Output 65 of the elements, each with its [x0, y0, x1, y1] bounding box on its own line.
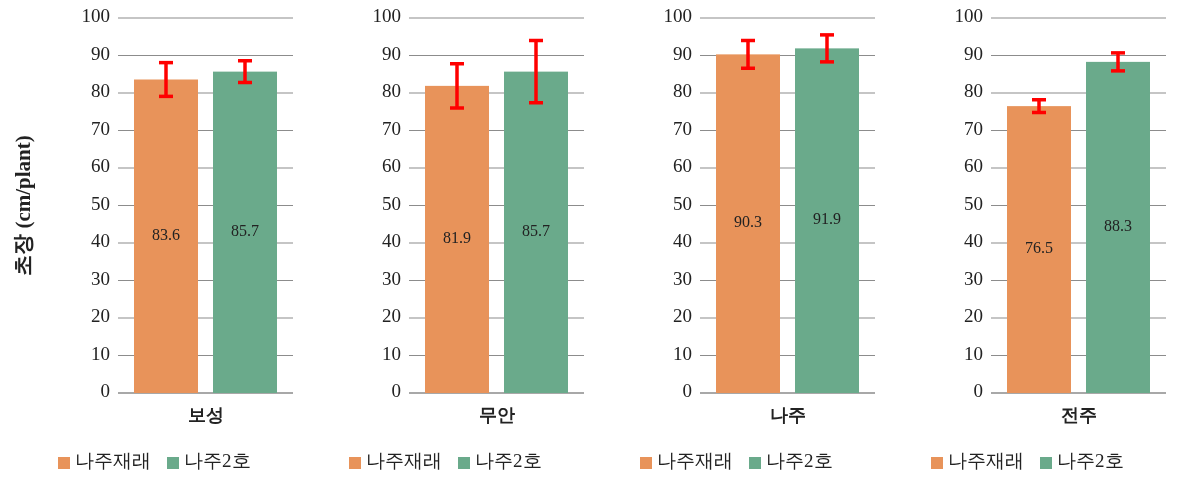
y-tick-label: 20	[382, 305, 401, 327]
y-tick-label: 70	[964, 117, 983, 139]
y-tick-label: 0	[973, 380, 983, 402]
y-tick-label: 80	[673, 80, 692, 102]
y-tick-label: 20	[673, 305, 692, 327]
legend-label: 나주재래	[948, 450, 1024, 472]
y-tick-label: 70	[673, 117, 692, 139]
data-label: 83.6	[152, 225, 180, 243]
y-tick-label: 10	[382, 342, 401, 364]
y-tick-label: 100	[663, 5, 692, 27]
y-tick-label: 80	[964, 80, 983, 102]
data-label: 91.9	[813, 210, 841, 228]
y-tick-label: 20	[91, 305, 110, 327]
y-tick-label: 30	[382, 267, 401, 289]
y-tick-label: 40	[91, 230, 110, 252]
y-tick-label: 100	[372, 5, 401, 27]
y-tick-label: 60	[964, 155, 983, 177]
data-label: 90.3	[734, 213, 762, 231]
y-tick-label: 90	[964, 42, 983, 64]
data-label: 85.7	[522, 221, 550, 239]
y-axis-title: 초장 (cm/plant)	[11, 135, 35, 276]
y-tick-label: 40	[964, 230, 983, 252]
y-tick-label: 30	[964, 267, 983, 289]
legend-label: 나주2호	[184, 450, 251, 472]
data-label: 76.5	[1025, 239, 1053, 257]
y-tick-label: 50	[964, 192, 983, 214]
x-tick-label: 보성	[187, 405, 224, 425]
y-tick-label: 50	[673, 192, 692, 214]
legend-label: 나주2호	[766, 450, 833, 472]
y-tick-label: 20	[964, 305, 983, 327]
y-tick-label: 60	[91, 155, 110, 177]
y-tick-label: 70	[91, 117, 110, 139]
y-tick-label: 90	[673, 42, 692, 64]
y-tick-label: 0	[100, 380, 110, 402]
y-tick-label: 80	[91, 80, 110, 102]
y-tick-label: 30	[91, 267, 110, 289]
y-tick-label: 0	[391, 380, 401, 402]
y-tick-label: 10	[964, 342, 983, 364]
y-tick-label: 90	[91, 42, 110, 64]
y-tick-label: 100	[954, 5, 983, 27]
legend-label: 나주재래	[75, 450, 151, 472]
legend-label: 나주2호	[475, 450, 542, 472]
y-tick-label: 80	[382, 80, 401, 102]
y-tick-label: 10	[673, 342, 692, 364]
x-tick-label: 무안	[478, 405, 515, 425]
y-tick-label: 10	[91, 342, 110, 364]
legend-label: 나주재래	[366, 450, 442, 472]
data-label: 81.9	[443, 229, 471, 247]
y-tick-label: 50	[382, 192, 401, 214]
y-tick-label: 60	[382, 155, 401, 177]
legend-label: 나주2호	[1057, 450, 1124, 472]
data-label: 85.7	[231, 221, 259, 239]
legend-label: 나주재래	[657, 450, 733, 472]
x-tick-label: 나주	[769, 405, 806, 425]
x-tick-label: 전주	[1060, 405, 1097, 425]
y-tick-label: 50	[91, 192, 110, 214]
y-tick-label: 60	[673, 155, 692, 177]
y-tick-label: 30	[673, 267, 692, 289]
y-tick-label: 40	[382, 230, 401, 252]
data-label: 88.3	[1104, 217, 1132, 235]
y-tick-label: 90	[382, 42, 401, 64]
y-tick-label: 70	[382, 117, 401, 139]
y-tick-label: 40	[673, 230, 692, 252]
y-tick-label: 0	[682, 380, 692, 402]
y-tick-label: 100	[81, 5, 110, 27]
